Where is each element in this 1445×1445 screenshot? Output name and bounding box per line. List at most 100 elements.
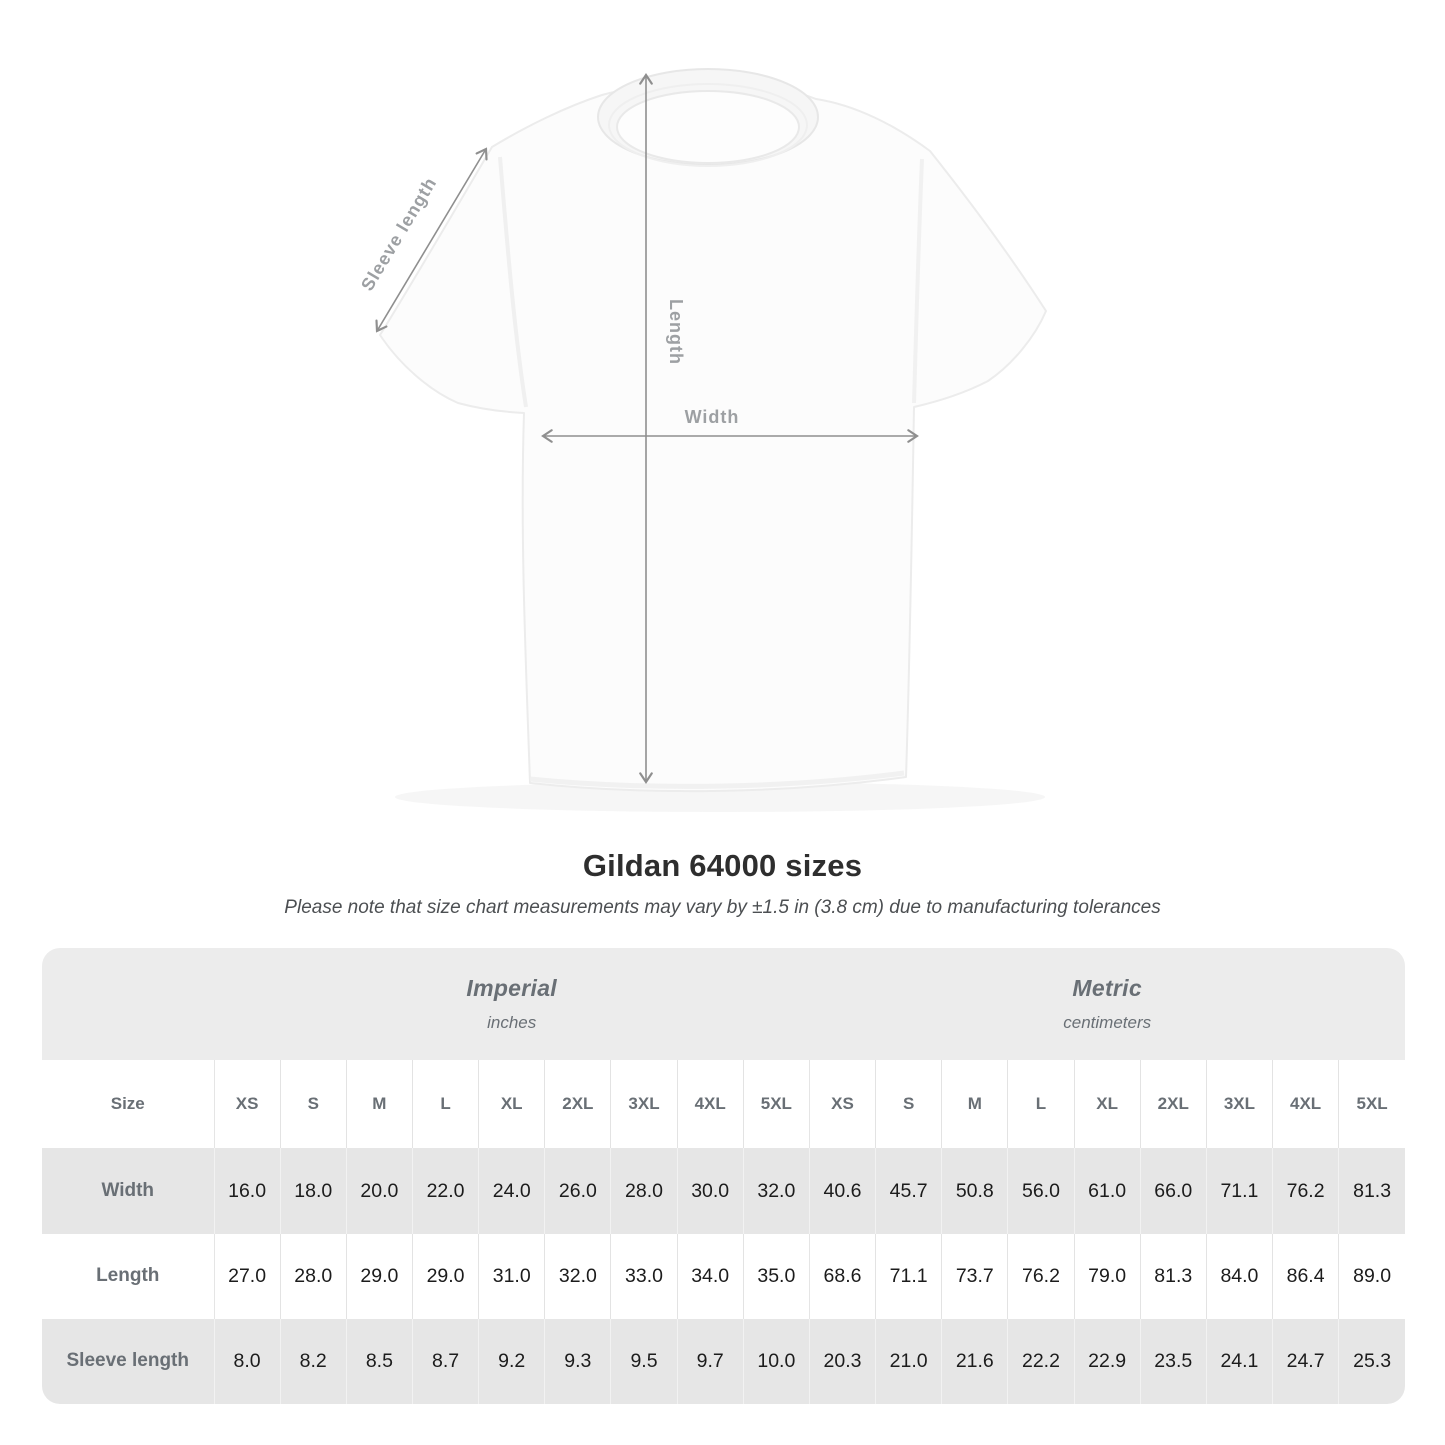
length-label: Length <box>666 299 686 365</box>
measurement-cell: 28.0 <box>610 1148 678 1234</box>
metric-group-header: Metric centimeters <box>809 948 1405 1061</box>
size-cell: 3XL <box>610 1060 678 1149</box>
size-cell: 4XL <box>1271 1060 1339 1149</box>
measurement-cell: 22.0 <box>411 1148 479 1234</box>
size-cell: 5XL <box>742 1060 810 1149</box>
size-cell: 3XL <box>1205 1060 1273 1149</box>
measurement-cell: 73.7 <box>941 1233 1008 1319</box>
measurement-cell: 76.2 <box>1007 1233 1075 1319</box>
size-cell: XS <box>808 1060 876 1149</box>
collar-seam <box>608 83 808 167</box>
row-label-width: Width <box>101 1180 155 1201</box>
measurement-cell: 35.0 <box>742 1233 810 1319</box>
measurement-cell: 40.6 <box>808 1148 876 1234</box>
measurement-cell: 81.3 <box>1139 1233 1207 1319</box>
table-row-sleeve-length: Sleeve length 8.0 8.2 8.5 8.7 9.2 9.3 9.… <box>42 1318 1405 1404</box>
measurement-cell: 8.5 <box>345 1318 413 1404</box>
table-row-width: Width 16.0 18.0 20.0 22.0 24.0 26.0 28.0… <box>42 1148 1405 1234</box>
measurement-cell: 27.0 <box>213 1233 281 1319</box>
measurement-cell: 8.7 <box>411 1318 479 1404</box>
row-label-sleeve-length: Sleeve length <box>66 1350 190 1372</box>
measurement-cell: 23.5 <box>1139 1318 1207 1404</box>
measurement-cell: 86.4 <box>1271 1233 1339 1319</box>
left-sleeve-seam <box>498 156 528 408</box>
size-cell: XS <box>213 1060 281 1149</box>
measurement-cell: 81.3 <box>1338 1148 1405 1234</box>
measurement-cell: 20.0 <box>345 1148 413 1234</box>
table-row-length: Length 27.0 28.0 29.0 29.0 31.0 32.0 33.… <box>42 1233 1405 1319</box>
size-cell: L <box>1007 1060 1075 1149</box>
measurement-cell: 33.0 <box>610 1233 678 1319</box>
measurement-cell: 56.0 <box>1007 1148 1075 1234</box>
size-cell: L <box>411 1060 479 1149</box>
measurement-cell: 20.3 <box>808 1318 876 1404</box>
hem-seam <box>529 770 905 789</box>
tshirt-graphic: Width Length Sleeve length <box>357 68 1047 812</box>
measurement-cell: 76.2 <box>1271 1148 1339 1234</box>
measurement-cell: 31.0 <box>478 1233 545 1319</box>
size-chart-table: Imperial inches Metric centimeters Size … <box>42 948 1405 1404</box>
measurement-cell: 21.6 <box>941 1318 1008 1404</box>
measurement-cell: 25.3 <box>1338 1318 1405 1404</box>
measurement-cell: 50.8 <box>941 1148 1008 1234</box>
measurement-cell: 26.0 <box>544 1148 611 1234</box>
measurement-cell: 9.5 <box>610 1318 678 1404</box>
measurement-cell: 79.0 <box>1073 1233 1141 1319</box>
imperial-group-title: Imperial <box>466 975 557 1002</box>
page-title: Gildan 64000 sizes <box>582 848 863 883</box>
measurement-cell: 66.0 <box>1139 1148 1207 1234</box>
measurement-cell: 16.0 <box>213 1148 281 1234</box>
measurement-cell: 71.1 <box>1205 1148 1273 1234</box>
tshirt-measurement-diagram: Width Length Sleeve length <box>340 55 1060 830</box>
size-cell: 2XL <box>1139 1060 1207 1149</box>
size-cell: M <box>345 1060 413 1149</box>
size-cell: S <box>875 1060 942 1149</box>
measurement-cell: 10.0 <box>742 1318 810 1404</box>
measurement-cell: 9.2 <box>478 1318 545 1404</box>
measurement-cell: 45.7 <box>875 1148 942 1234</box>
measurement-cell: 29.0 <box>411 1233 479 1319</box>
measurement-cell: 24.1 <box>1205 1318 1273 1404</box>
measurement-cell: 28.0 <box>279 1233 347 1319</box>
measurement-cell: 61.0 <box>1073 1148 1141 1234</box>
size-cell: XL <box>478 1060 545 1149</box>
row-label-length: Length <box>96 1265 160 1287</box>
tolerance-note: Please note that size chart measurements… <box>284 897 1161 918</box>
measurement-cell: 9.7 <box>676 1318 744 1404</box>
measurement-cell: 71.1 <box>875 1233 942 1319</box>
measurement-cell: 24.7 <box>1271 1318 1339 1404</box>
width-label: Width <box>685 407 740 427</box>
measurement-cell: 9.3 <box>544 1318 611 1404</box>
measurement-cell: 30.0 <box>676 1148 744 1234</box>
metric-group-unit: centimeters <box>1063 1013 1152 1033</box>
measurement-cell: 29.0 <box>345 1233 413 1319</box>
right-sleeve-seam <box>912 158 924 404</box>
metric-group-title: Metric <box>1072 975 1142 1002</box>
measurement-cell: 32.0 <box>544 1233 611 1319</box>
measurement-cell: 8.2 <box>279 1318 347 1404</box>
size-cell: 4XL <box>676 1060 744 1149</box>
collar-inner <box>616 90 800 164</box>
unit-group-header-row: Imperial inches Metric centimeters <box>42 948 1405 1061</box>
measurement-cell: 68.6 <box>808 1233 876 1319</box>
size-cell: 2XL <box>544 1060 611 1149</box>
measurement-cell: 22.2 <box>1007 1318 1075 1404</box>
size-cell: S <box>279 1060 347 1149</box>
size-column-header: Size <box>110 1094 145 1114</box>
measurement-cell: 18.0 <box>279 1148 347 1234</box>
size-cell: 5XL <box>1338 1060 1405 1149</box>
measurement-cell: 32.0 <box>742 1148 810 1234</box>
shirt-shadow <box>395 782 1045 812</box>
band-spacer <box>42 948 214 1061</box>
imperial-group-header: Imperial inches <box>214 948 810 1061</box>
sleeve-length-arrow <box>375 147 488 333</box>
measurement-cell: 22.9 <box>1073 1318 1141 1404</box>
measurement-cell: 24.0 <box>478 1148 545 1234</box>
size-header-row: Size XS S M L XL 2XL 3XL 4XL 5XL XS S M … <box>42 1060 1405 1149</box>
measurement-cell: 8.0 <box>213 1318 281 1404</box>
shirt-body <box>379 81 1047 793</box>
measurement-cell: 89.0 <box>1338 1233 1405 1319</box>
imperial-group-unit: inches <box>487 1013 537 1033</box>
measurement-cell: 34.0 <box>676 1233 744 1319</box>
measurement-cell: 84.0 <box>1205 1233 1273 1319</box>
